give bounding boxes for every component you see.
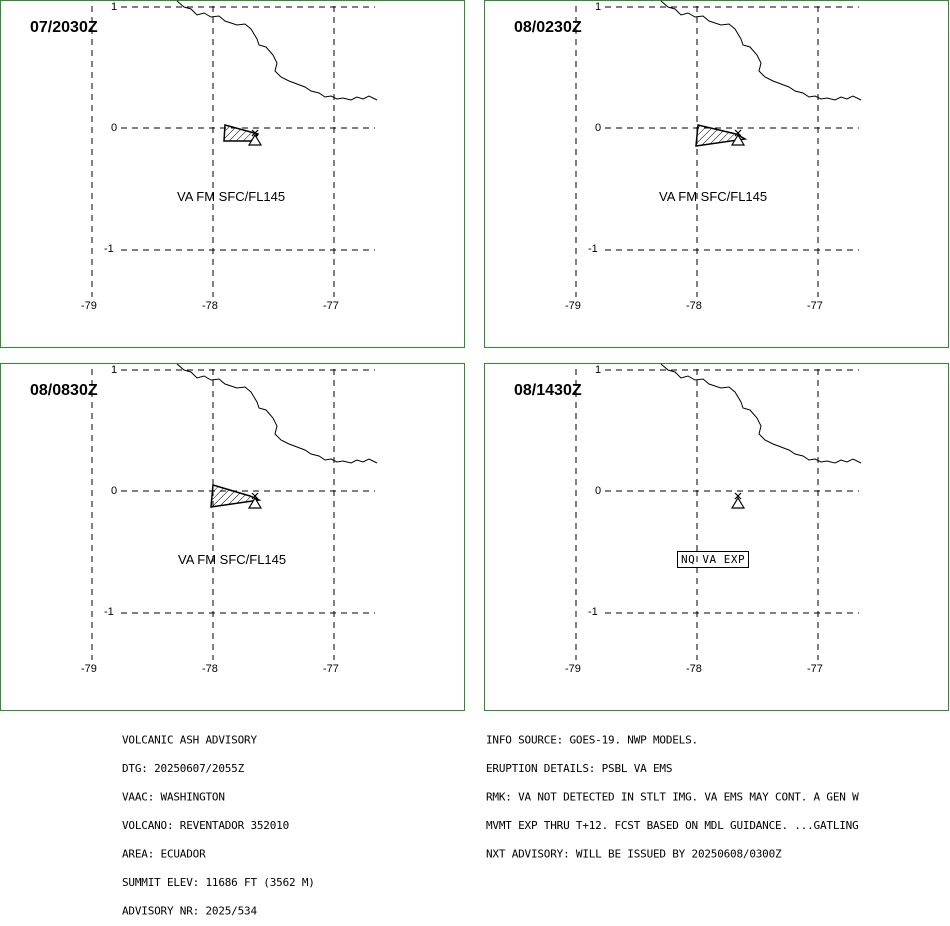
lat-label-minus1: -1: [588, 606, 598, 618]
eruption-mark-icon: [734, 492, 742, 500]
lon-label-78: -78: [686, 300, 702, 312]
advisory-line: AREA: ECUADOR: [122, 848, 206, 861]
lat-label-minus1: -1: [588, 243, 598, 255]
lon-label-79: -79: [565, 300, 581, 312]
panel-time: 08/1430Z: [514, 382, 582, 399]
lon-label-77: -77: [323, 300, 339, 312]
volcano-triangle-icon: [247, 496, 263, 509]
coastline: [660, 363, 862, 464]
lat-label-1: 1: [111, 1, 118, 13]
no-ash-expected-box: NQ VA EXP: [677, 551, 750, 568]
lon-label-78: -78: [686, 663, 702, 675]
panel-time: 08/0230Z: [514, 19, 582, 36]
eruption-mark-icon: [251, 492, 259, 500]
lat-label-1: 1: [595, 364, 602, 376]
lat-label-0: 0: [595, 122, 602, 134]
map-canvas: [575, 0, 862, 297]
ash-level-label: VA FM SFC/FL145: [177, 189, 286, 204]
lat-label-1: 1: [111, 364, 118, 376]
coastline: [660, 0, 862, 101]
volcano-triangle-icon: [730, 133, 746, 146]
lat-label-0: 0: [111, 122, 118, 134]
advisory-line: NXT ADVISORY: WILL BE ISSUED BY 20250608…: [486, 848, 782, 861]
forecast-panel-3: 08/0830Z VA FM SFC/FL145 1 0 -1 -79 -78 …: [0, 363, 465, 711]
lon-label-79: -79: [81, 663, 97, 675]
advisory-info-right: INFO SOURCE: GOES-19. NWP MODELS. ERUPTI…: [486, 717, 859, 869]
lat-label-0: 0: [595, 485, 602, 497]
map-canvas: [91, 0, 378, 297]
eruption-mark-icon: [251, 129, 259, 137]
forecast-panel-1: 07/2030Z VA FM SFC/FL145 1 0 -1 -79 -78 …: [0, 0, 465, 348]
advisory-line: SUMMIT ELEV: 11686 FT (3562 M): [122, 876, 315, 889]
forecast-panel-2: 08/0230Z VA FM SFC/FL145 1 0 -1 -79 -78 …: [484, 0, 949, 348]
volcano-triangle-icon: [247, 133, 263, 146]
lon-label-79: -79: [81, 300, 97, 312]
coastline: [176, 0, 378, 101]
panel-time: 08/0830Z: [30, 382, 98, 399]
forecast-panel-4: 08/1430Z NQ VA EXP 1 0 -1 -79 -78 -77: [484, 363, 949, 711]
advisory-line: RMK: VA NOT DETECTED IN STLT IMG. VA EMS…: [486, 791, 859, 804]
lon-label-77: -77: [807, 300, 823, 312]
advisory-line: ADVISORY NR: 2025/534: [122, 905, 257, 918]
lat-label-minus1: -1: [104, 243, 114, 255]
advisory-line: MVMT EXP THRU T+12. FCST BASED ON MDL GU…: [486, 819, 859, 832]
lon-label-79: -79: [565, 663, 581, 675]
coastline: [176, 363, 378, 464]
map-canvas: [91, 363, 378, 660]
eruption-mark-icon: [734, 129, 742, 137]
advisory-line: VAAC: WASHINGTON: [122, 791, 225, 804]
advisory-line: INFO SOURCE: GOES-19. NWP MODELS.: [486, 734, 698, 747]
advisory-line: VOLCANIC ASH ADVISORY: [122, 734, 257, 747]
volcano-triangle-icon: [730, 496, 746, 509]
advisory-line: ERUPTION DETAILS: PSBL VA EMS: [486, 762, 673, 775]
lon-label-77: -77: [323, 663, 339, 675]
lon-label-77: -77: [807, 663, 823, 675]
lon-label-78: -78: [202, 300, 218, 312]
map-canvas: [575, 363, 862, 660]
advisory-line: VOLCANO: REVENTADOR 352010: [122, 819, 289, 832]
hatched-polygon-icon: [695, 124, 748, 147]
panel-time: 07/2030Z: [30, 19, 98, 36]
advisory-info-left: VOLCANIC ASH ADVISORY DTG: 20250607/2055…: [122, 717, 315, 926]
ash-level-label: VA FM SFC/FL145: [178, 552, 287, 567]
ash-level-label: VA FM SFC/FL145: [659, 189, 768, 204]
advisory-line: DTG: 20250607/2055Z: [122, 762, 245, 775]
lat-label-1: 1: [595, 1, 602, 13]
lat-label-0: 0: [111, 485, 118, 497]
lat-label-minus1: -1: [104, 606, 114, 618]
lon-label-78: -78: [202, 663, 218, 675]
hatched-polygon-icon: [210, 484, 262, 508]
